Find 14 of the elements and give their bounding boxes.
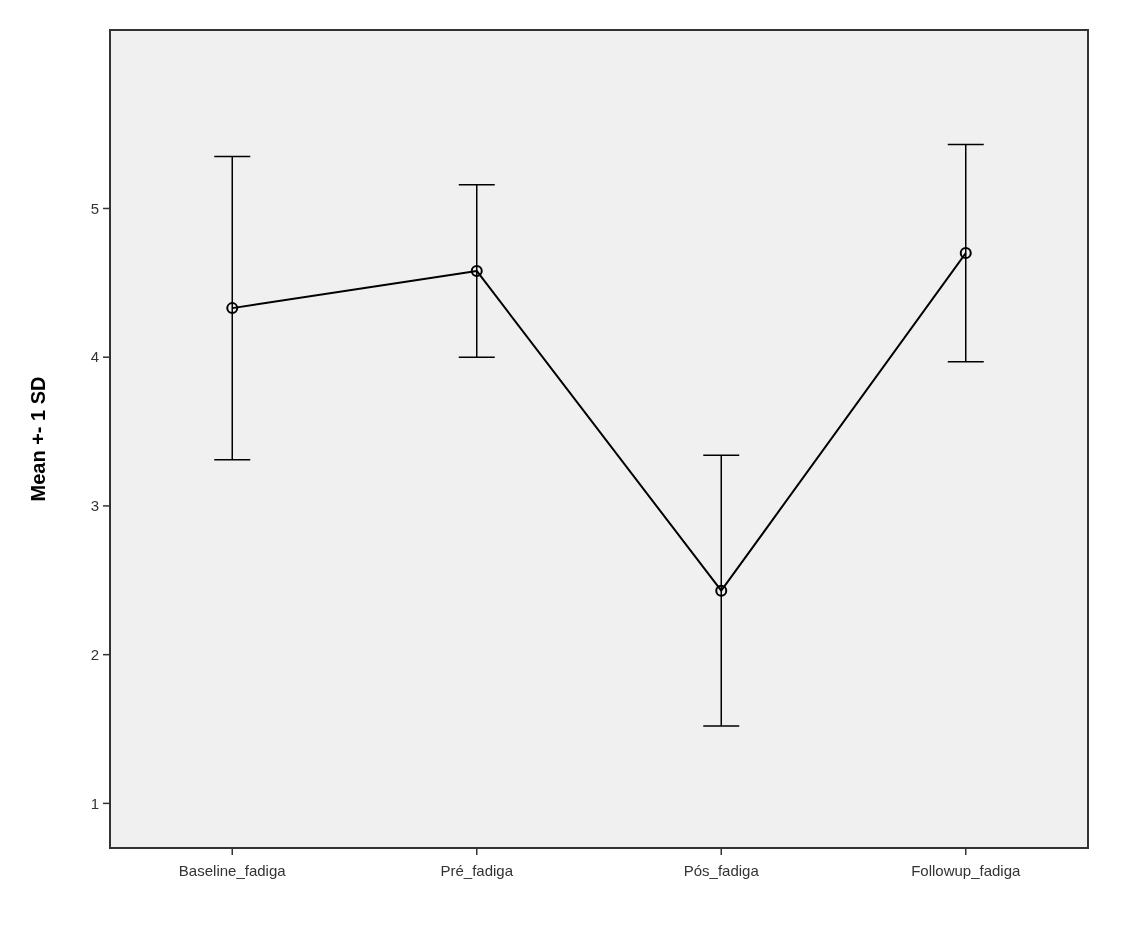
y-tick-label: 4 <box>90 348 99 366</box>
point <box>470 264 483 277</box>
y-tick-label: 2 <box>90 645 99 663</box>
x-tick-label: Pós_fadiga <box>683 862 760 879</box>
x-tick-label: Baseline_fadiga <box>178 862 287 879</box>
point <box>715 584 728 597</box>
x-tick-label: Pré_fadiga <box>440 862 514 879</box>
y-tick-label: 1 <box>90 794 99 812</box>
y-tick-label: 5 <box>90 199 99 217</box>
y-axis-title: Mean +- 1 SD <box>27 376 49 502</box>
point <box>959 247 972 260</box>
x-tick-label: Followup_fadiga <box>911 862 1022 879</box>
point <box>226 302 239 315</box>
y-tick-label: 3 <box>90 497 99 515</box>
